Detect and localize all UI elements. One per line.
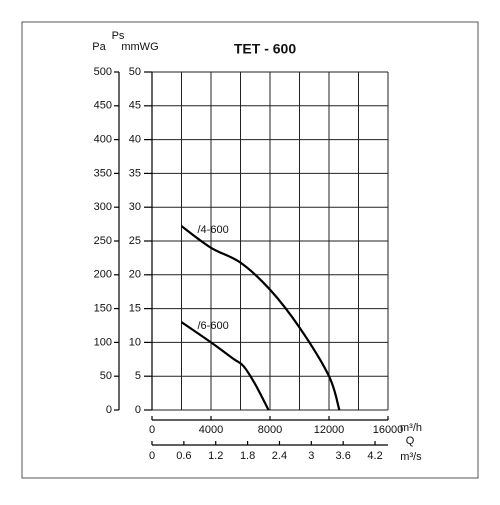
x-unit: m³/h <box>400 422 422 434</box>
y2-tick-label: 30 <box>129 201 141 213</box>
x-tick-label: 0 <box>149 424 155 436</box>
x-tick-label: 16000 <box>373 424 404 436</box>
chart-title: TET - 600 <box>234 41 296 57</box>
curve <box>180 225 341 411</box>
y-tick-label: 0 <box>106 404 112 416</box>
y2-tick-label: 10 <box>129 336 141 348</box>
y2-tick-label: 40 <box>129 134 141 146</box>
y-unit: Pa <box>92 41 106 53</box>
x2-tick-label: 3 <box>308 450 314 462</box>
y2-tick-label: 35 <box>129 167 141 179</box>
y2-tick-label: 45 <box>129 100 141 112</box>
y2-tick-label: 0 <box>135 404 141 416</box>
y-tick-label: 400 <box>94 134 112 146</box>
y-tick-label: 150 <box>94 303 112 315</box>
y-tick-label: 200 <box>94 269 112 281</box>
y2-tick-label: 50 <box>129 66 141 78</box>
y2-tick-label: 15 <box>129 303 141 315</box>
frame <box>21 21 479 479</box>
curve-label: /6-600 <box>198 320 229 332</box>
y-tick-label: 100 <box>94 336 112 348</box>
x2-tick-label: 1.8 <box>240 450 255 462</box>
x-label: Q <box>406 435 415 447</box>
y-tick-label: 250 <box>94 235 112 247</box>
x2-tick-label: 0 <box>149 450 155 462</box>
x2-tick-label: 0.6 <box>176 450 191 462</box>
y-tick-label: 300 <box>94 201 112 213</box>
curve-label: /4-600 <box>198 224 229 236</box>
x2-tick-label: 2.4 <box>272 450 287 462</box>
y-tick-label: 350 <box>94 167 112 179</box>
y-label: Ps <box>112 30 125 42</box>
x2-tick-label: 1.2 <box>208 450 223 462</box>
x-tick-label: 4000 <box>199 424 223 436</box>
y2-tick-label: 25 <box>129 235 141 247</box>
x2-tick-label: 4.2 <box>367 450 382 462</box>
x2-unit: m³/s <box>400 451 422 463</box>
x-tick-label: 12000 <box>314 424 345 436</box>
curve <box>180 321 270 411</box>
y-tick-label: 450 <box>94 100 112 112</box>
x2-tick-label: 3.6 <box>336 450 351 462</box>
y2-tick-label: 5 <box>135 370 141 382</box>
y-tick-label: 500 <box>94 66 112 78</box>
y2-unit: mmWG <box>121 41 158 53</box>
y2-tick-label: 20 <box>129 269 141 281</box>
x-tick-label: 8000 <box>258 424 282 436</box>
y-tick-label: 50 <box>100 370 112 382</box>
